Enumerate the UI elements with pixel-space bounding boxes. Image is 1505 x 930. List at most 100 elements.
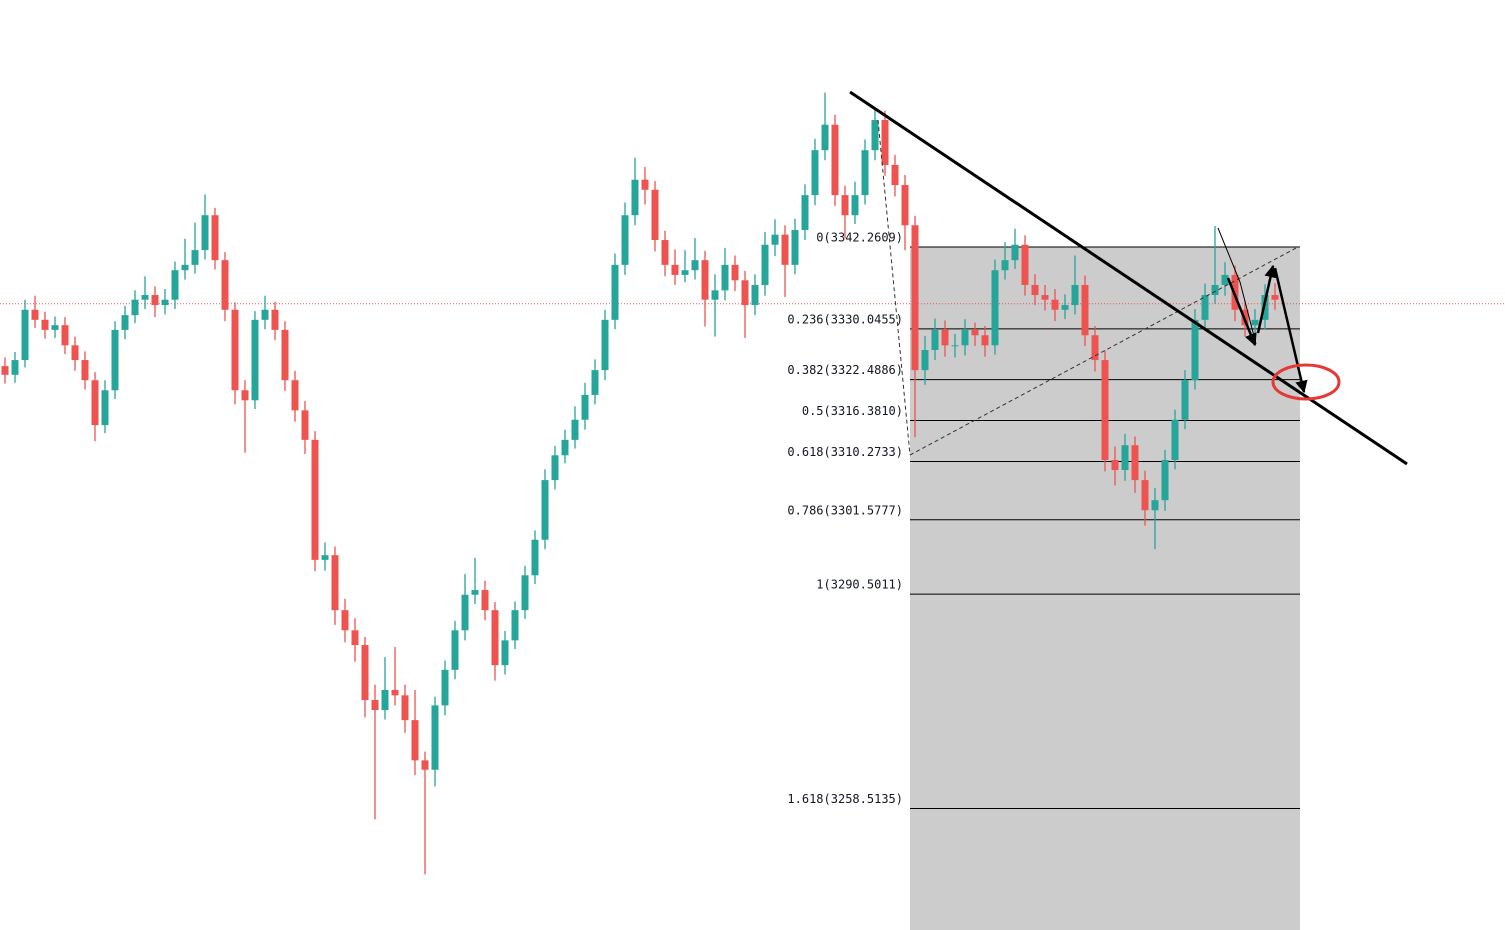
candle-body <box>841 195 849 216</box>
candle-body <box>941 329 949 346</box>
fib-level-label: 0.236(3330.0455) <box>787 312 903 326</box>
candle-body <box>1221 274 1229 285</box>
candle-body <box>1081 284 1089 336</box>
candle-body <box>911 225 919 371</box>
candle-body <box>901 185 909 226</box>
candle-body <box>131 299 139 316</box>
candle-body <box>1 366 9 375</box>
candle-body <box>481 590 489 611</box>
candle-body <box>661 240 669 265</box>
candle-body <box>141 295 149 300</box>
candle-body <box>191 250 199 265</box>
candle-body <box>211 215 219 261</box>
fib-anchor-line <box>877 119 911 456</box>
candle-body <box>731 264 739 281</box>
candle-body <box>591 370 599 395</box>
candle-body <box>431 705 439 770</box>
candle-body <box>1171 419 1179 460</box>
candle-body <box>351 630 359 646</box>
candle-body <box>961 329 969 346</box>
candle-body <box>161 299 169 306</box>
candle-body <box>921 350 929 371</box>
candle-body <box>741 280 749 306</box>
candle-body <box>551 455 559 481</box>
candle-body <box>561 439 569 456</box>
candle-body <box>681 270 689 275</box>
candle-body <box>581 394 589 420</box>
candle-body <box>241 390 249 401</box>
candle-body <box>1251 319 1259 326</box>
candle-body <box>201 215 209 251</box>
candle-body <box>61 325 69 346</box>
candle-body <box>371 700 379 711</box>
candle-body <box>441 669 449 706</box>
candles <box>1 92 1279 875</box>
candle-body <box>891 164 899 186</box>
candle-body <box>1031 284 1039 296</box>
fib-level-label: 1.618(3258.5135) <box>787 792 903 806</box>
candle-body <box>771 234 779 245</box>
candle-body <box>641 179 649 190</box>
candle-body <box>41 319 49 330</box>
candle-body <box>331 555 339 611</box>
arrow <box>1256 264 1277 334</box>
candle-body <box>91 380 99 426</box>
candle-body <box>931 329 939 351</box>
candle-body <box>31 309 39 320</box>
candle-body <box>1191 319 1199 381</box>
candle-body <box>1001 260 1009 271</box>
fib-level-label: 0.786(3301.5777) <box>787 503 903 517</box>
candle-body <box>261 309 269 320</box>
arrow <box>1226 277 1257 347</box>
candle-body <box>541 480 549 540</box>
candle-body <box>221 260 229 310</box>
candle-body <box>401 695 409 721</box>
candle-body <box>651 189 659 241</box>
candle-body <box>411 720 419 761</box>
candle-body <box>1151 500 1159 511</box>
candle-body <box>491 610 499 666</box>
fib-level-label: 0.618(3310.2733) <box>787 445 903 459</box>
candle-body <box>1011 244 1019 261</box>
fib-zone <box>910 247 1300 930</box>
candle-body <box>531 539 539 576</box>
candle-body <box>521 575 529 611</box>
candle-body <box>701 260 709 300</box>
candle-body <box>631 179 639 216</box>
candle-body <box>1071 284 1079 306</box>
candle-body <box>711 290 719 300</box>
candle-body <box>501 640 509 666</box>
candle-body <box>761 244 769 285</box>
candle-body <box>321 555 329 560</box>
fib-anchor-line <box>909 246 1299 456</box>
candle-body <box>721 264 729 291</box>
fib-level-label: 0(3342.2609) <box>816 231 903 245</box>
candle-body <box>1131 445 1139 481</box>
candle-body <box>861 150 869 196</box>
candle-body <box>21 309 29 361</box>
candle-body <box>181 264 189 271</box>
candle-body <box>1211 284 1219 296</box>
candle-body <box>311 439 319 560</box>
fib-level-label: 1(3290.5011) <box>816 578 903 592</box>
candle-body <box>1061 305 1069 310</box>
candle-body <box>951 345 959 347</box>
candle-body <box>781 234 789 265</box>
candle-body <box>981 335 989 346</box>
drawings <box>849 90 1408 466</box>
candle-body <box>1201 295 1209 320</box>
candle-body <box>421 760 429 770</box>
candle-body <box>451 630 459 670</box>
candle-body <box>821 124 829 151</box>
candle-body <box>611 264 619 320</box>
candle-body <box>1101 360 1109 460</box>
candle-body <box>281 329 289 381</box>
candle-body <box>871 120 879 151</box>
trend-line <box>849 90 1408 466</box>
candle-body <box>151 295 159 306</box>
candle-body <box>461 594 469 631</box>
candle-body <box>571 419 579 440</box>
candle-body <box>391 689 399 696</box>
candle-body <box>1181 380 1189 420</box>
